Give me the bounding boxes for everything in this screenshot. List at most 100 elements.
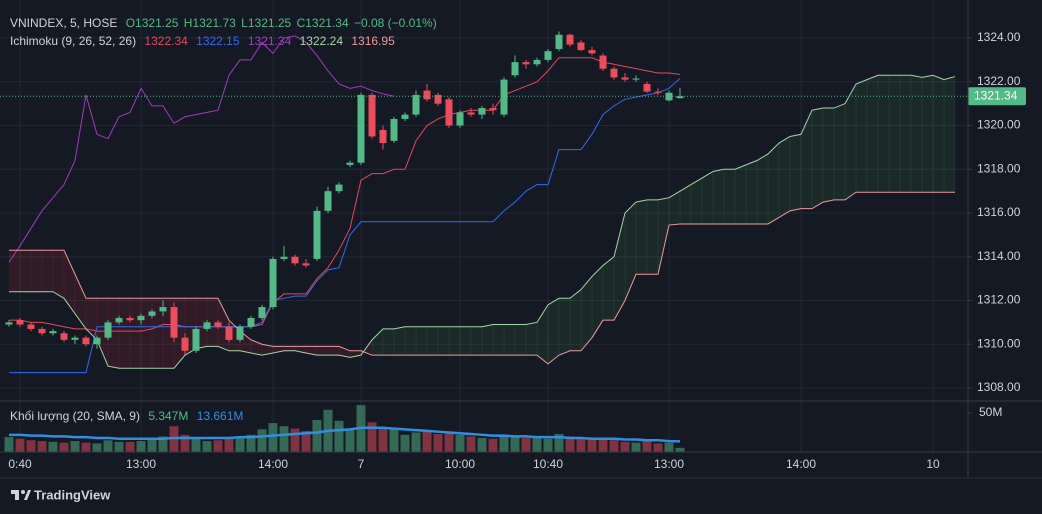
candle-body — [335, 184, 343, 192]
volume-bar — [103, 440, 113, 452]
candle-body — [643, 83, 651, 92]
x-tick-label: 10:00 — [445, 457, 475, 471]
cloud-fill — [888, 74, 901, 193]
brand-logo[interactable]: TradingView — [11, 487, 111, 502]
candle-body — [379, 129, 387, 144]
candle-body — [258, 307, 266, 318]
volume-bar — [158, 436, 168, 452]
ichimoku-line — [8, 35, 395, 263]
cloud-fill — [943, 76, 956, 193]
volume-bar — [15, 438, 25, 452]
cloud-fill — [569, 289, 582, 352]
volume-bar — [543, 438, 553, 452]
cloud-fill — [316, 346, 329, 356]
y-tick-label: 1314.00 — [977, 249, 1021, 263]
cloud-fill — [8, 249, 21, 292]
volume-bar — [554, 434, 564, 452]
x-tick-label: 0:40 — [8, 457, 32, 471]
candle-body — [621, 77, 629, 80]
cloud-fill — [129, 298, 142, 369]
volume-bar — [653, 443, 663, 452]
candle-body — [170, 307, 178, 338]
candle-body — [632, 78, 640, 80]
candle-body — [126, 317, 134, 321]
cloud-fill — [833, 103, 846, 201]
x-tick-label: 7 — [358, 457, 365, 471]
candle-body — [324, 191, 332, 211]
cloud-fill — [404, 326, 417, 356]
candle-body — [214, 322, 222, 327]
candle-body — [423, 90, 431, 100]
candle-body — [555, 34, 563, 49]
volume-legend: Khối lượng (20, SMA, 9) 5.347M 13.661M — [10, 409, 248, 423]
candle-body — [115, 317, 123, 323]
x-tick-label: 13:00 — [654, 457, 684, 471]
candle-body — [38, 328, 46, 334]
candle-body — [588, 50, 596, 54]
volume-bar — [411, 432, 421, 452]
volume-title[interactable]: Khối lượng (20, SMA, 9) — [10, 409, 140, 423]
symbol[interactable]: VNINDEX, 5, HOSE — [10, 16, 118, 30]
cloud-fill — [866, 74, 879, 193]
volume-bar — [312, 419, 322, 452]
legend-value: 1316.95 — [351, 34, 395, 48]
volume-value: 5.347M — [148, 409, 189, 423]
cloud-fill — [41, 249, 54, 292]
candle-body — [269, 258, 277, 308]
candle-body — [500, 79, 508, 115]
volume-bar — [631, 442, 641, 452]
candle-body — [676, 96, 684, 99]
candle-body — [16, 320, 24, 325]
candle-body — [445, 99, 453, 126]
volume-bar — [532, 437, 542, 452]
cloud-fill — [426, 326, 439, 356]
candle-body — [390, 118, 398, 141]
volume-bar — [202, 441, 212, 452]
volume-bar — [400, 434, 410, 452]
y-tick-label: 1308.00 — [977, 380, 1021, 394]
candle-body — [192, 328, 200, 351]
y-tick-label: 1320.00 — [977, 118, 1021, 132]
cloud-fill — [382, 328, 395, 356]
candle-body — [280, 256, 288, 259]
cloud-fill — [701, 171, 714, 225]
volume-bar — [48, 441, 58, 452]
candle-body — [610, 68, 618, 78]
cloud-fill — [481, 324, 494, 356]
candle-body — [566, 34, 574, 45]
candle-body — [533, 59, 541, 65]
cloud-fill — [602, 256, 615, 321]
cloud-fill — [932, 74, 945, 193]
y-tick-label: 1310.00 — [977, 336, 1021, 350]
y-tick-label: 1324.00 — [977, 30, 1021, 44]
cloud-fill — [558, 298, 571, 356]
volume-bar — [378, 427, 388, 452]
candle-body — [181, 337, 189, 351]
ohlc-close: C1321.34 — [296, 16, 349, 30]
ohlc-open: O1321.25 — [125, 16, 179, 30]
last-price-label: 1321.34 — [974, 88, 1018, 102]
legend-value: 1322.24 — [299, 34, 344, 48]
volume-bar — [37, 441, 47, 452]
x-tick-label: 13:00 — [126, 457, 156, 471]
cloud-fill — [778, 136, 791, 218]
volume-bar — [510, 435, 520, 452]
candle-body — [346, 162, 354, 165]
candle-body — [478, 108, 486, 115]
volume-bar — [521, 437, 531, 452]
cloud-fill — [745, 160, 758, 225]
volume-bar — [301, 430, 311, 452]
volume-bar — [70, 441, 80, 452]
candle-body — [137, 315, 145, 321]
volume-bar — [444, 433, 454, 452]
volume-bar — [257, 429, 267, 452]
volume-bar — [466, 436, 476, 452]
indicator-title[interactable]: Ichimoku (9, 26, 52, 26) — [10, 34, 137, 48]
candle-body — [434, 94, 442, 104]
candle-body — [291, 256, 299, 264]
cloud-fill — [63, 250, 76, 315]
cloud-fill — [327, 346, 340, 356]
candle-body — [93, 337, 101, 345]
candle-body — [599, 55, 607, 69]
